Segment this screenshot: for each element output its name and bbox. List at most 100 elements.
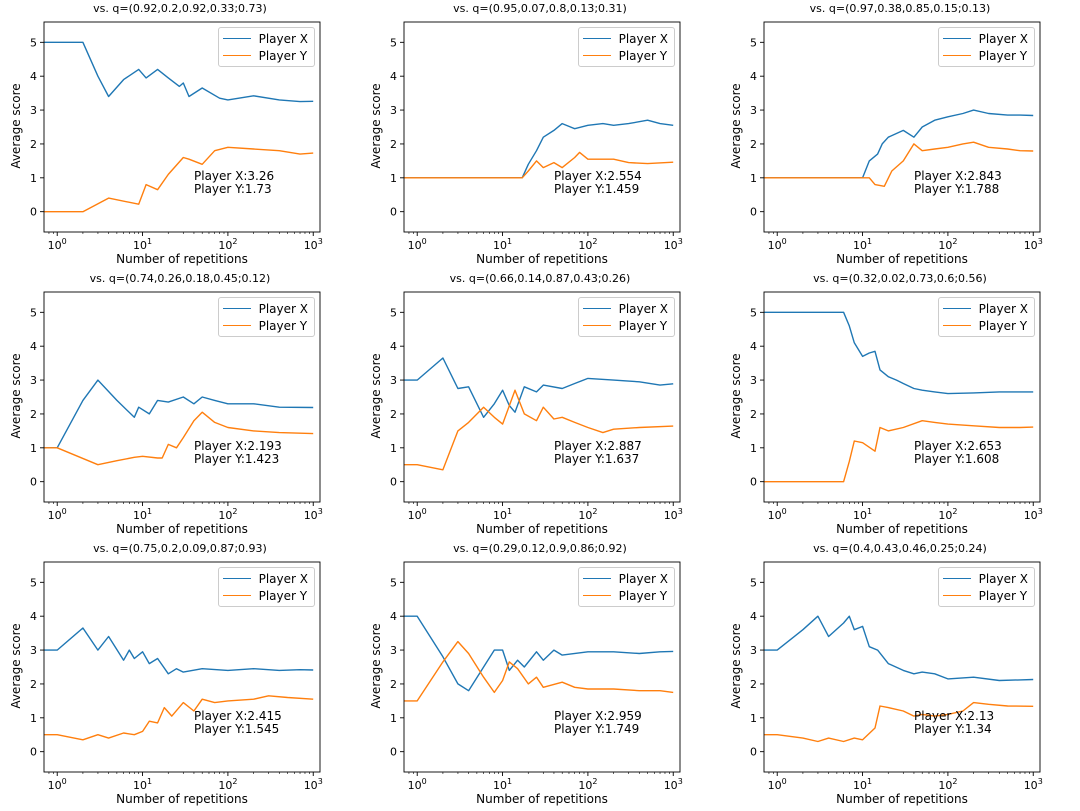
y-tick-label: 5: [30, 306, 37, 319]
annotation-line: Player Y:1.637: [554, 452, 640, 466]
x-tick-label: 103: [1024, 237, 1043, 252]
legend-swatch: [222, 595, 251, 596]
chart-title: vs. q=(0.4,0.43,0.46,0.25;0.24): [813, 542, 987, 555]
y-tick-label: 3: [30, 104, 37, 117]
y-tick-label: 3: [750, 374, 757, 387]
legend-item: Player Y: [222, 587, 308, 604]
annotation-line: Player Y:1.749: [554, 722, 640, 736]
legend-label: Player Y: [618, 588, 668, 603]
y-axis-label: Average score: [369, 83, 383, 169]
x-tick-label: 100: [768, 237, 787, 252]
x-tick-label: 101: [853, 507, 872, 522]
legend-item: Player Y: [582, 587, 668, 604]
legend-swatch: [222, 308, 251, 309]
annotation-line: Player Y:1.423: [194, 452, 280, 466]
x-tick-label: 100: [408, 237, 427, 252]
series-line-player-x: [764, 615, 1034, 682]
chart-title: vs. q=(0.75,0.2,0.09,0.87;0.93): [93, 542, 267, 555]
annotation-line: Player X:2.653: [914, 439, 1002, 453]
x-tick-label: 101: [133, 237, 152, 252]
legend-label: Player X: [258, 31, 308, 46]
legend-label: Player Y: [978, 48, 1028, 63]
x-axis-label: Number of repetitions: [836, 792, 968, 806]
x-tick-label: 100: [768, 777, 787, 792]
y-tick-label: 5: [750, 306, 757, 319]
legend-label: Player Y: [618, 318, 668, 333]
y-tick-label: 5: [750, 576, 757, 589]
chart-title: vs. q=(0.29,0.12,0.9,0.86;0.92): [453, 542, 627, 555]
legend-label: Player X: [978, 31, 1028, 46]
chart-panel: vs. q=(0.4,0.43,0.46,0.25;0.24) 0 1 2 3 4 5 100…: [720, 540, 1080, 810]
y-axis-label: Average score: [9, 623, 23, 709]
legend-item: Player X: [222, 300, 308, 317]
x-tick-label: 102: [578, 777, 597, 792]
y-tick-label: 4: [390, 340, 397, 353]
y-tick-label: 5: [390, 306, 397, 319]
axes-frame: [763, 561, 1041, 773]
legend-label: Player X: [258, 571, 308, 586]
legend-swatch: [582, 38, 611, 39]
annotation-line: Player X:2.887: [554, 439, 642, 453]
y-tick-label: 3: [390, 104, 397, 117]
x-tick-label: 101: [493, 237, 512, 252]
y-axis-label: Average score: [9, 83, 23, 169]
y-tick-label: 0: [390, 746, 397, 759]
legend-swatch: [582, 578, 611, 579]
annotation-line: Player X:3.26: [194, 169, 275, 183]
legend-item: Player X: [582, 30, 668, 47]
legend-label: Player X: [618, 31, 668, 46]
legend-label: Player X: [618, 301, 668, 316]
chart-svg: 0 1 2 3 4 5 100 101 102 103: [390, 291, 683, 522]
y-tick-label: 5: [390, 576, 397, 589]
series-line-player-x: [44, 41, 314, 103]
annotation-line: Player Y:1.788: [914, 182, 1000, 196]
axes-frame: [43, 21, 321, 233]
x-tick-label: 102: [218, 507, 237, 522]
x-tick-label: 100: [48, 507, 67, 522]
x-tick-label: 103: [664, 237, 683, 252]
final-score-annotation: Player X:2.193 Player Y:1.423: [194, 440, 282, 466]
legend-swatch: [222, 55, 251, 56]
chart-panel: vs. q=(0.75,0.2,0.09,0.87;0.93) 0 1 2 3 4 5 100…: [0, 540, 360, 810]
x-tick-label: 103: [1024, 507, 1043, 522]
legend-swatch: [222, 578, 251, 579]
legend: Player X Player Y: [217, 297, 315, 337]
x-tick-label: 103: [1024, 777, 1043, 792]
x-tick-label: 102: [578, 507, 597, 522]
annotation-line: Player X:2.415: [194, 709, 282, 723]
y-tick-label: 3: [750, 104, 757, 117]
annotation-line: Player X:2.13: [914, 709, 995, 723]
legend-swatch: [582, 325, 611, 326]
y-axis-label: Average score: [729, 83, 743, 169]
final-score-annotation: Player X:2.13 Player Y:1.34: [914, 710, 994, 736]
legend-item: Player X: [582, 570, 668, 587]
annotation-line: Player Y:1.34: [914, 722, 992, 736]
legend-label: Player Y: [978, 588, 1028, 603]
y-tick-label: 1: [390, 712, 397, 725]
chart-svg: 0 1 2 3 4 5 100 101 102 103: [390, 21, 683, 252]
axes-frame: [43, 561, 321, 773]
y-tick-label: 4: [750, 610, 757, 623]
annotation-line: Player X:2.554: [554, 169, 642, 183]
y-tick-label: 0: [30, 476, 37, 489]
x-tick-label: 102: [218, 237, 237, 252]
x-tick-label: 103: [304, 777, 323, 792]
y-axis-label: Average score: [9, 353, 23, 439]
y-tick-label: 3: [30, 644, 37, 657]
legend: Player X Player Y: [937, 27, 1035, 67]
y-tick-label: 3: [30, 374, 37, 387]
x-axis-label: Number of repetitions: [116, 252, 248, 266]
series-line-player-y: [44, 146, 314, 213]
legend-swatch: [942, 325, 971, 326]
x-tick-label: 100: [768, 507, 787, 522]
legend-label: Player Y: [618, 48, 668, 63]
final-score-annotation: Player X:3.26 Player Y:1.73: [194, 170, 274, 196]
chart-title: vs. q=(0.32,0.02,0.73,0.6;0.56): [813, 272, 987, 285]
series-line-player-x: [44, 379, 314, 449]
legend: Player X Player Y: [937, 567, 1035, 607]
x-tick-label: 101: [853, 777, 872, 792]
y-tick-label: 1: [390, 172, 397, 185]
y-tick-label: 0: [750, 206, 757, 219]
legend-label: Player X: [618, 571, 668, 586]
x-tick-label: 101: [853, 237, 872, 252]
